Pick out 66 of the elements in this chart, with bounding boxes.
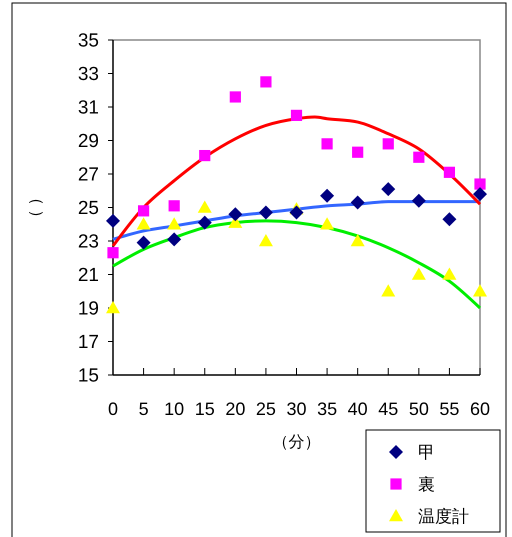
point	[320, 188, 334, 203]
y-tick-label: 35	[78, 30, 99, 52]
y-tick-label: 31	[78, 98, 99, 119]
y-tick-label: 27	[78, 164, 99, 186]
x-tick-label: 20	[225, 399, 246, 419]
point	[198, 216, 212, 230]
point	[106, 301, 120, 314]
point	[290, 206, 304, 220]
point	[473, 187, 487, 202]
point	[412, 194, 426, 208]
point	[136, 217, 151, 230]
x-tick-label: 25	[256, 399, 276, 419]
point	[198, 200, 212, 213]
x-tick-label: 50	[408, 399, 429, 419]
y-tick-label: 21	[78, 265, 99, 286]
y-tick-label: 25	[78, 198, 99, 220]
x-tick-label: 0	[108, 399, 118, 419]
point	[230, 91, 241, 103]
x-axis-title: （分）	[272, 434, 320, 451]
y-tick-label: 33	[78, 64, 99, 86]
point	[352, 146, 364, 158]
point	[412, 268, 426, 280]
point	[350, 234, 365, 246]
legend-label: 甲	[418, 442, 435, 463]
y-tick-label: 29	[78, 131, 99, 152]
legend-label: 裏	[418, 474, 435, 495]
point	[320, 217, 334, 230]
point	[381, 284, 396, 296]
x-tick-label: 55	[439, 399, 460, 419]
point	[260, 76, 272, 88]
legend-label: 温度計	[418, 506, 469, 527]
y-tick-label: 17	[78, 332, 99, 354]
point	[382, 138, 394, 150]
point	[442, 212, 456, 226]
x-tick-label: 30	[286, 399, 307, 419]
point	[258, 234, 273, 246]
point	[350, 195, 365, 210]
point	[381, 182, 396, 196]
y-axis-title: （ ）	[27, 189, 44, 226]
x-tick-label: 35	[317, 399, 338, 419]
point	[167, 232, 182, 246]
x-tick-label: 40	[348, 399, 368, 419]
point	[168, 200, 180, 212]
point	[228, 207, 242, 222]
point	[290, 110, 302, 121]
y-tick-label: 15	[78, 366, 99, 387]
x-tick-label: 45	[378, 399, 398, 419]
x-tick-label: 5	[138, 399, 149, 419]
x-tick-label: 60	[470, 399, 490, 419]
point	[444, 166, 456, 178]
point	[106, 214, 120, 228]
point	[258, 206, 273, 220]
point	[167, 217, 182, 230]
point	[442, 268, 456, 280]
point	[199, 150, 210, 162]
point	[321, 138, 333, 150]
point	[138, 205, 150, 216]
point	[107, 247, 119, 258]
y-tick-label: 23	[78, 232, 99, 253]
point	[413, 152, 424, 163]
x-tick-label: 15	[194, 399, 215, 419]
point	[473, 284, 487, 296]
point	[136, 236, 151, 250]
point	[474, 178, 486, 190]
y-tick-label: 19	[78, 298, 99, 320]
x-tick-label: 10	[164, 399, 184, 419]
